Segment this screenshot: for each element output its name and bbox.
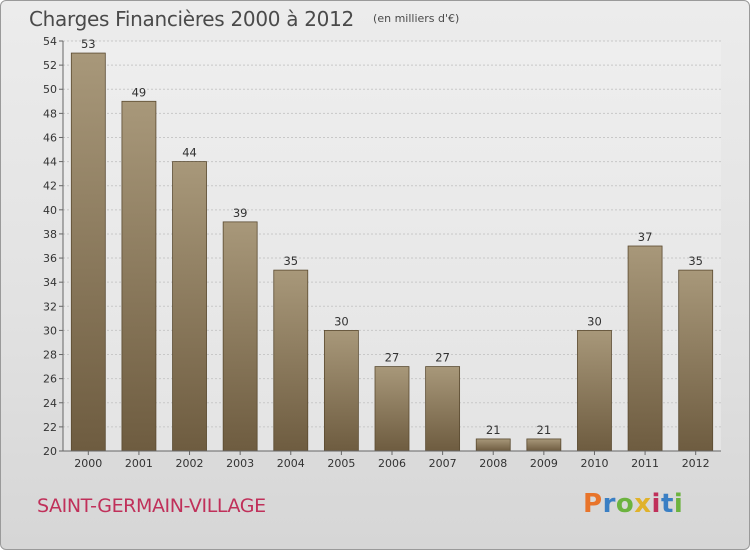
y-tick-label: 22 xyxy=(43,421,57,434)
bar xyxy=(526,438,562,452)
commune-name: SAINT-GERMAIN-VILLAGE xyxy=(37,495,266,517)
bar xyxy=(425,366,461,452)
y-tick-label: 44 xyxy=(43,156,57,169)
bar xyxy=(323,330,359,452)
bar xyxy=(678,269,714,452)
y-tick-label: 38 xyxy=(43,228,57,241)
y-tick-label: 28 xyxy=(43,349,57,362)
logo-letter: r xyxy=(602,489,616,519)
bar-value-label: 30 xyxy=(587,314,602,328)
bar xyxy=(577,330,612,452)
x-tick-label: 2007 xyxy=(429,457,457,470)
chart-title: Charges Financières 2000 à 2012 xyxy=(29,7,354,31)
y-tick-label: 52 xyxy=(43,59,57,72)
y-tick-label: 48 xyxy=(43,107,57,120)
bar xyxy=(273,269,309,452)
y-tick-label: 34 xyxy=(43,276,57,289)
chart-subtitle: (en milliers d'€) xyxy=(373,12,460,25)
x-tick-label: 2002 xyxy=(176,457,204,470)
bars: 53 49 44 39 35 30 27 27 21 21 30 37 35 xyxy=(70,37,714,452)
y-tick-label: 30 xyxy=(43,324,57,337)
bar-value-label: 53 xyxy=(81,37,96,51)
x-tick-label: 2011 xyxy=(631,457,659,470)
logo-letter: i xyxy=(673,489,684,519)
x-tick-label: 2001 xyxy=(125,457,153,470)
x-tick-label: 2012 xyxy=(682,457,710,470)
y-tick-label: 46 xyxy=(43,131,57,144)
x-tick-label: 2006 xyxy=(378,457,406,470)
bar xyxy=(222,221,258,452)
y-tick-label: 20 xyxy=(43,445,57,458)
bar xyxy=(70,52,106,452)
bar xyxy=(475,438,511,452)
bar-value-label: 49 xyxy=(132,85,147,99)
logo-letter: i xyxy=(651,489,661,519)
bar-value-label: 30 xyxy=(334,314,349,328)
y-tick-label: 26 xyxy=(43,373,57,386)
bar-value-label: 37 xyxy=(638,230,653,244)
logo-letter: o xyxy=(615,489,635,519)
x-tick-label: 2000 xyxy=(74,457,102,470)
bar xyxy=(121,100,157,452)
axes: 20 22 24 26 28 30 32 34 36 38 40 42 44 46 48 50 52 54 2000… xyxy=(43,35,721,470)
y-tick-label: 50 xyxy=(43,83,57,96)
logo-letter: x xyxy=(634,489,652,519)
logo-letter: P xyxy=(583,489,603,519)
bar xyxy=(627,245,663,452)
bar-value-label: 21 xyxy=(486,423,501,437)
bar xyxy=(374,366,410,452)
y-tick-label: 36 xyxy=(43,252,57,265)
bar-value-label: 35 xyxy=(688,254,703,268)
logo-letter: t xyxy=(660,489,674,519)
y-tick-label: 42 xyxy=(43,180,57,193)
bar-value-label: 21 xyxy=(537,423,552,437)
y-tick-label: 32 xyxy=(43,300,57,313)
x-tick-label: 2010 xyxy=(580,457,608,470)
proxiti-logo[interactable]: Proxiti xyxy=(583,489,683,519)
bar-value-label: 27 xyxy=(435,351,450,365)
bar-value-label: 27 xyxy=(385,351,400,365)
bar-value-label: 44 xyxy=(182,146,197,160)
title-line: Charges Financières 2000 à 2012 (en mill… xyxy=(29,7,459,31)
x-tick-label: 2003 xyxy=(226,457,254,470)
x-tick-label: 2008 xyxy=(479,457,507,470)
x-tick-label: 2004 xyxy=(277,457,305,470)
x-tick-label: 2009 xyxy=(530,457,558,470)
bar xyxy=(172,161,207,452)
y-tick-label: 24 xyxy=(43,397,57,410)
bar-value-label: 39 xyxy=(233,206,248,220)
bar-value-label: 35 xyxy=(283,254,298,268)
y-tick-label: 54 xyxy=(43,35,57,48)
y-tick-label: 40 xyxy=(43,204,57,217)
x-tick-label: 2005 xyxy=(327,457,355,470)
